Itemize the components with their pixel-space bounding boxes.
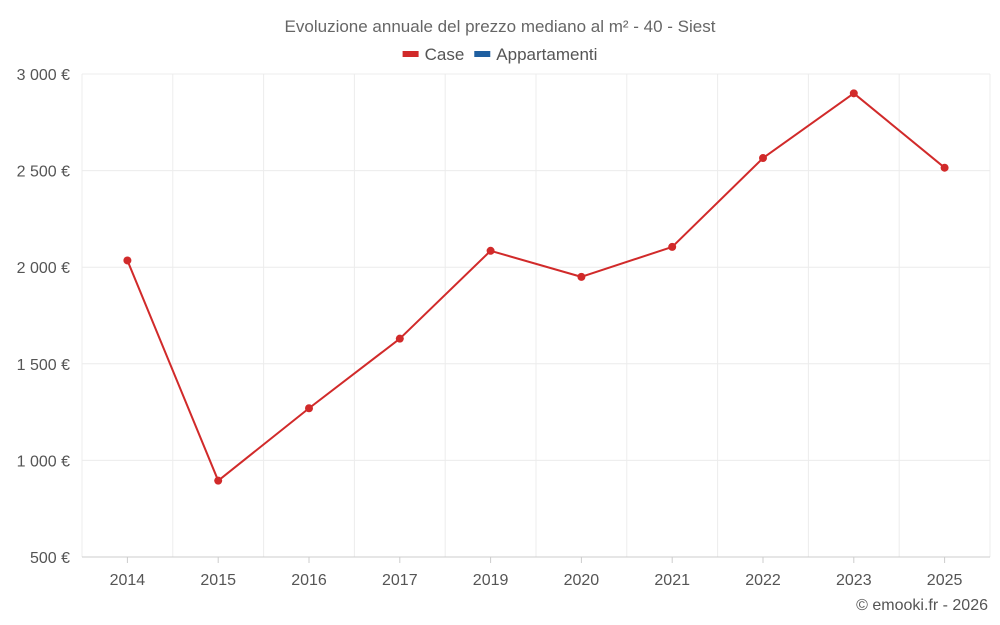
y-tick-label: 1 500 € bbox=[17, 357, 70, 374]
data-point bbox=[214, 476, 223, 485]
legend: Case Appartamenti bbox=[402, 45, 597, 64]
x-tick-label: 2025 bbox=[927, 572, 963, 589]
x-tick-label: 2022 bbox=[745, 572, 781, 589]
data-point bbox=[849, 89, 858, 98]
y-tick-label: 500 € bbox=[30, 550, 70, 567]
x-tick-label: 2023 bbox=[836, 572, 872, 589]
y-tick-label: 1 000 € bbox=[17, 453, 70, 470]
legend-swatch bbox=[402, 51, 419, 57]
legend-label: Case bbox=[425, 45, 465, 64]
series-layer bbox=[123, 89, 949, 485]
credit-text: © emooki.fr - 2026 bbox=[856, 597, 988, 614]
x-tick-label: 2016 bbox=[291, 572, 327, 589]
gridlines bbox=[81, 73, 991, 557]
data-point bbox=[940, 163, 949, 172]
data-point bbox=[305, 404, 313, 413]
y-tick-label: 3 000 € bbox=[17, 67, 70, 84]
data-point bbox=[123, 256, 132, 265]
data-point bbox=[486, 246, 495, 255]
legend-label: Appartamenti bbox=[496, 45, 597, 64]
data-point bbox=[577, 272, 586, 281]
legend-swatch bbox=[474, 51, 491, 57]
y-tick-label: 2 000 € bbox=[17, 260, 70, 277]
x-tick-label: 2021 bbox=[654, 572, 690, 589]
x-tick-label: 2019 bbox=[473, 572, 509, 589]
series-line-case bbox=[126, 92, 946, 482]
axes: 500 € 1 000 € 1 500 € 2 000 € 2 500 € 3 000 €… bbox=[17, 67, 990, 589]
chart-title: Evoluzione annuale del prezzo mediano al… bbox=[285, 17, 716, 36]
x-tick-label: 2020 bbox=[564, 572, 600, 589]
data-point bbox=[759, 154, 767, 163]
data-point bbox=[395, 334, 404, 343]
x-tick-label: 2015 bbox=[200, 572, 236, 589]
x-tick-label: 2014 bbox=[110, 572, 146, 589]
y-tick-label: 2 500 € bbox=[17, 164, 70, 181]
data-point bbox=[668, 242, 677, 251]
x-tick-label: 2017 bbox=[382, 572, 418, 589]
